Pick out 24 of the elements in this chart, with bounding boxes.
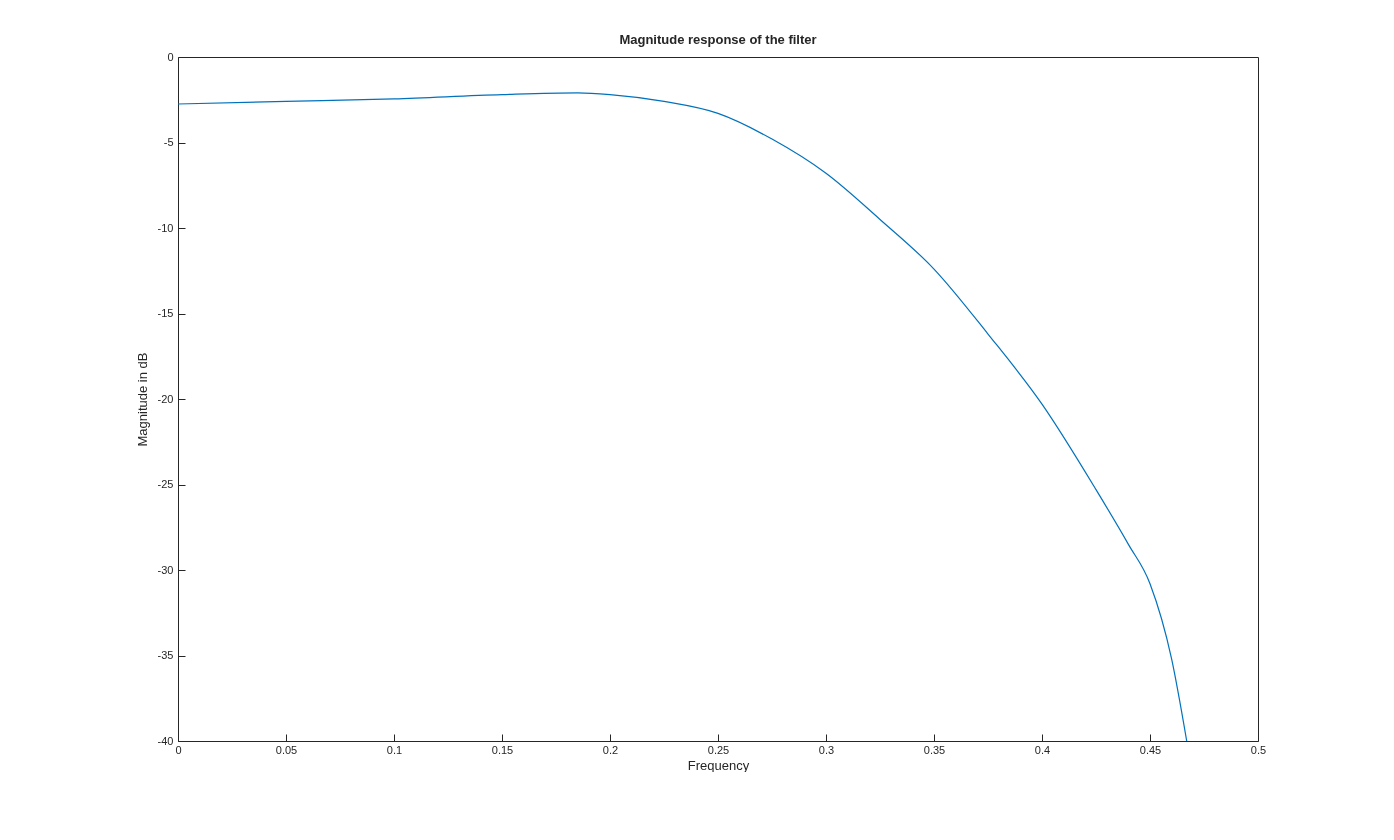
x-tick-label: 0.35 bbox=[923, 743, 946, 756]
x-tick-label: 0.2 bbox=[602, 743, 619, 756]
line-series bbox=[178, 92, 1188, 741]
y-tick-label: 0 bbox=[167, 50, 174, 63]
y-tick-label: -35 bbox=[157, 649, 174, 661]
x-tick-label: 0 bbox=[175, 743, 182, 756]
x-axis-title: Frequency bbox=[687, 757, 750, 773]
y-tick-label: -5 bbox=[163, 136, 174, 148]
x-tick-label: 0.15 bbox=[491, 743, 514, 756]
y-axis-title: Magnitude in dB bbox=[134, 352, 150, 447]
chart-title: Magnitude response of the filter bbox=[619, 32, 817, 47]
y-tick-label: -40 bbox=[157, 734, 174, 747]
x-tick-label: 0.4 bbox=[1034, 743, 1051, 756]
x-tick-label: 0.05 bbox=[275, 743, 298, 756]
y-tick-label: -15 bbox=[157, 307, 174, 319]
y-tick-label: -10 bbox=[157, 221, 174, 234]
y-tick-label: -20 bbox=[157, 392, 174, 405]
x-tick-label: 0.3 bbox=[818, 743, 835, 756]
x-tick-label: 0.45 bbox=[1139, 743, 1162, 756]
x-tick-label: 0.25 bbox=[707, 743, 730, 756]
y-tick-label: -30 bbox=[157, 563, 174, 576]
x-tick-label: 0.1 bbox=[386, 743, 403, 756]
x-tick-label: 0.5 bbox=[1250, 743, 1267, 756]
y-tick-label: -25 bbox=[157, 478, 174, 490]
